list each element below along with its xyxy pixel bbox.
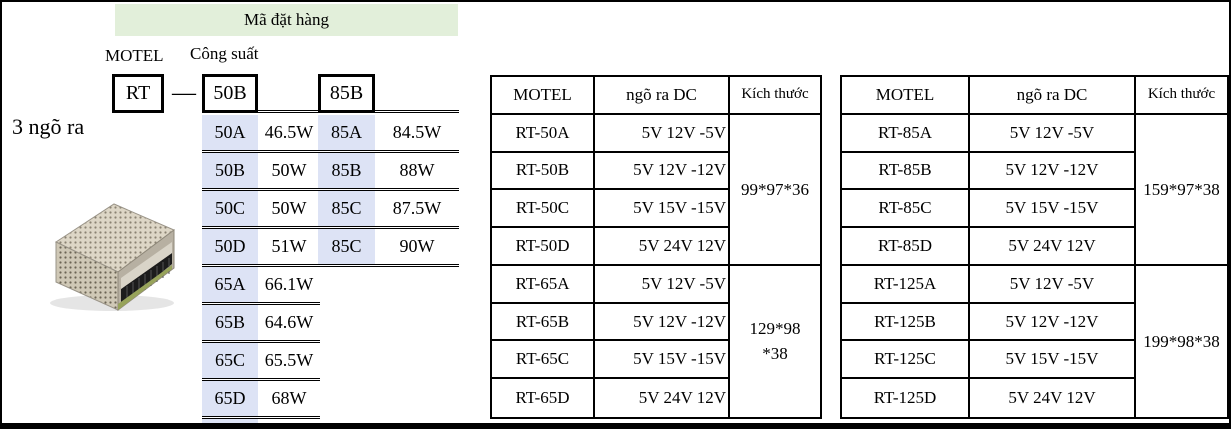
watt-cell: 50W xyxy=(271,160,307,180)
dc-cell: 5V 15V -15V xyxy=(970,190,1136,229)
code-list-85: 85A 84.5W 85B 88W 85C 87.5W 85C 90W xyxy=(318,115,459,267)
model-cell: RT-65D xyxy=(492,379,595,417)
code-cell: 50A xyxy=(202,115,258,150)
model-cell: RT-125A xyxy=(842,265,970,304)
dc-cell: 5V 12V -5V xyxy=(595,114,730,153)
code-cell: 85C xyxy=(318,229,375,264)
brand-column-label: MOTEL xyxy=(105,46,164,65)
code-cell: 65D xyxy=(202,381,258,416)
code-row: 65A 66.1W xyxy=(202,267,320,305)
watt-cell: 64.6W xyxy=(264,312,314,332)
label-strip xyxy=(121,242,172,289)
spec-table-85-125: MOTEL ngõ ra DC Kích thước 159*97*38 199*98*… xyxy=(840,75,1229,419)
pcb-edge xyxy=(118,265,172,310)
code-row: 85C 87.5W xyxy=(318,191,459,229)
code-row: 65D 68W xyxy=(202,381,320,419)
dc-cell: 5V 15V -15V xyxy=(595,190,730,229)
code-separator-dash: — xyxy=(172,80,196,106)
model-cell: RT-50A xyxy=(492,114,595,153)
code-shade-tail xyxy=(202,419,258,426)
dc-cell: 5V 12V -5V xyxy=(970,265,1136,304)
model-cell: RT-65C xyxy=(492,341,595,380)
col-header-model: MOTEL xyxy=(492,77,595,115)
power-code-box-85b: 85B xyxy=(318,74,375,113)
code-cell: 85C xyxy=(318,191,375,226)
model-cell: RT-125B xyxy=(842,303,970,342)
code-row: 50D 51W xyxy=(202,229,320,267)
code-cell: 50C xyxy=(202,191,258,226)
code-row: 50C 50W xyxy=(202,191,320,229)
code-cell: 65C xyxy=(202,343,258,378)
dc-cell: 5V 12V -5V xyxy=(595,265,730,304)
col-header-dc: ngõ ra DC xyxy=(595,77,730,115)
dc-cell: 5V 12V -12V xyxy=(595,303,730,342)
code-cell: 50D xyxy=(202,229,258,264)
model-cell: RT-50D xyxy=(492,228,595,266)
code-row: 50B 50W xyxy=(202,153,320,191)
watt-cell: 50W xyxy=(271,198,307,218)
dc-cell: 5V 24V 12V xyxy=(595,379,730,417)
code-row: 85B 88W xyxy=(318,153,459,191)
underline-segment-2 xyxy=(375,74,459,113)
underline-segment-1 xyxy=(258,74,320,113)
model-cell: RT-125C xyxy=(842,341,970,380)
code-row: 85C 90W xyxy=(318,229,459,267)
dc-cell: 5V 15V -15V xyxy=(970,341,1136,380)
code-cell: 65A xyxy=(202,267,258,302)
model-cell: RT-85B xyxy=(842,152,970,191)
model-cell: RT-125D xyxy=(842,379,970,417)
dc-cell: 5V 24V 12V xyxy=(595,228,730,266)
order-code-banner: Mã đặt hàng xyxy=(115,4,458,36)
code-cell: 50B xyxy=(202,153,258,188)
col-header-dc: ngõ ra DC xyxy=(970,77,1136,115)
dc-cell: 5V 12V -12V xyxy=(970,303,1136,342)
watt-cell: 65.5W xyxy=(264,350,314,370)
watt-cell: 88W xyxy=(399,160,435,180)
dc-cell: 5V 12V -12V xyxy=(595,152,730,191)
watt-cell: 84.5W xyxy=(392,122,442,142)
size-cell: 159*97*38 xyxy=(1136,115,1227,266)
model-cell: RT-85A xyxy=(842,114,970,153)
code-cell: 85B xyxy=(318,153,375,188)
size-cell: 129*98 *38 xyxy=(749,318,801,364)
dc-cell: 5V 12V -12V xyxy=(970,152,1136,191)
code-row: 65C 65.5W xyxy=(202,343,320,381)
col-header-size: Kích thước xyxy=(1136,77,1227,115)
watt-cell: 51W xyxy=(271,236,307,256)
spec-table-50-65: MOTEL ngõ ra DC Kích thước 99*97*36 129*98 *… xyxy=(490,75,822,419)
code-row: 85A 84.5W xyxy=(318,115,459,153)
watt-cell: 66.1W xyxy=(264,274,314,294)
dc-cell: 5V 15V -15V xyxy=(595,341,730,380)
size-cell: 199*98*38 xyxy=(1143,331,1220,351)
power-column-label: Công suất xyxy=(190,44,259,63)
dc-cell: 5V 24V 12V xyxy=(970,379,1136,417)
watt-cell: 68W xyxy=(271,388,307,408)
size-cell: 99*97*36 xyxy=(730,115,820,266)
power-supply-image xyxy=(50,203,175,311)
model-cell: RT-85C xyxy=(842,190,970,229)
code-row: 50A 46.5W xyxy=(202,115,320,153)
code-list-main: 50A 46.5W 50B 50W 50C 50W 50D 51W 65A 66.1W 65B 64.… xyxy=(202,115,320,419)
model-cell: RT-85D xyxy=(842,228,970,266)
code-cell: 85A xyxy=(318,115,375,150)
col-header-size: Kích thước xyxy=(730,77,820,115)
dc-cell: 5V 12V -5V xyxy=(970,114,1136,153)
model-cell: RT-50B xyxy=(492,152,595,191)
model-cell: RT-65A xyxy=(492,265,595,304)
code-row: 65B 64.6W xyxy=(202,305,320,343)
power-code-box-50b: 50B xyxy=(202,74,258,113)
brand-code-box: RT xyxy=(112,74,164,113)
col-header-model: MOTEL xyxy=(842,77,970,115)
watt-cell: 87.5W xyxy=(392,198,442,218)
code-cell: 65B xyxy=(202,305,258,340)
watt-cell: 90W xyxy=(399,236,435,256)
watt-cell: 46.5W xyxy=(264,122,314,142)
outputs-count-label: 3 ngõ ra xyxy=(12,114,85,139)
model-cell: RT-65B xyxy=(492,303,595,342)
model-cell: RT-50C xyxy=(492,190,595,229)
dc-cell: 5V 24V 12V xyxy=(970,228,1136,266)
